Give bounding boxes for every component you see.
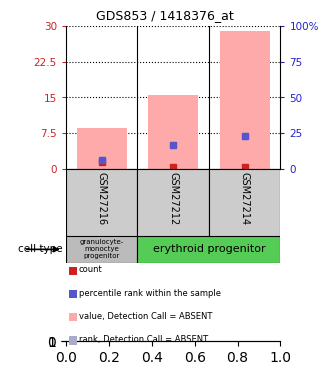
Text: rank, Detection Call = ABSENT: rank, Detection Call = ABSENT: [79, 335, 208, 344]
Text: granulocyte-
monoctye
progenitor: granulocyte- monoctye progenitor: [80, 239, 124, 260]
Bar: [138, 236, 280, 262]
Text: value, Detection Call = ABSENT: value, Detection Call = ABSENT: [79, 312, 212, 321]
Text: GDS853 / 1418376_at: GDS853 / 1418376_at: [96, 9, 234, 22]
Bar: [138, 169, 209, 236]
Text: GSM27212: GSM27212: [168, 172, 178, 225]
Text: erythroid progenitor: erythroid progenitor: [153, 244, 265, 254]
Bar: [209, 169, 280, 236]
Text: count: count: [79, 266, 102, 274]
Bar: [66, 236, 138, 262]
Text: percentile rank within the sample: percentile rank within the sample: [79, 289, 220, 298]
Bar: [66, 169, 138, 236]
Bar: [77, 128, 127, 169]
Text: cell type: cell type: [18, 244, 63, 254]
Text: GSM27214: GSM27214: [240, 172, 250, 225]
Text: GSM27216: GSM27216: [97, 172, 107, 225]
Bar: [220, 31, 270, 169]
Bar: [148, 95, 198, 169]
